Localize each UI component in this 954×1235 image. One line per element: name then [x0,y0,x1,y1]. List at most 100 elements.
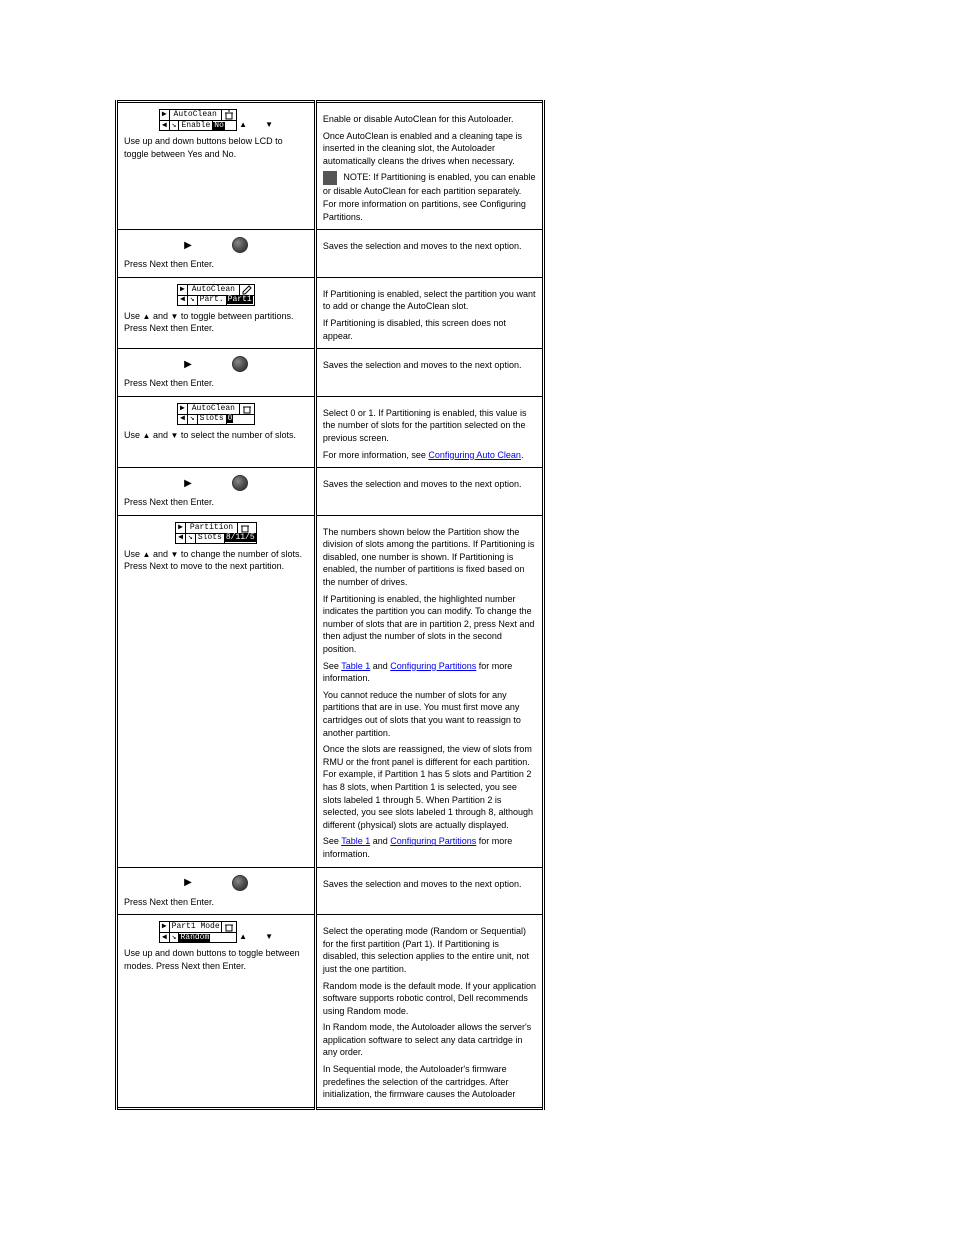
instruction-text: Use and to select the number of slots. [124,429,308,442]
enter-knob-icon [232,356,248,372]
instruction-text: Press Next then Enter. [124,496,308,509]
trash-icon [222,109,236,121]
up-arrow-icon [239,119,247,129]
play-icon: ▶ [160,110,170,120]
instruction-text: Use up and down buttons to toggle betwee… [124,947,308,972]
cell-right-knob-1: Saves the selection and moves to the nex… [315,230,543,278]
menu-icon: ↘ [188,414,198,424]
lcd-label: Slots [196,533,225,543]
up-arrow-icon [143,549,151,559]
up-arrow-icon [239,931,247,941]
trash-icon [240,403,254,415]
link-table-1[interactable]: Table 1 [341,661,370,671]
trash-icon [238,522,252,534]
lcd-value: Random [179,934,210,942]
trash-icon [222,921,236,933]
lcd-value: 0 [227,415,234,423]
cell-left-part1-mode: ▶ Part1 Mode ◀ ↘ Random Use up and down … [117,915,316,1109]
down-arrow-icon [265,119,273,129]
desc-text: Saves the selection and moves to the nex… [323,878,536,891]
desc-text: In Random mode, the Autoloader allows th… [323,1021,536,1059]
menu-icon: ↘ [170,121,180,131]
desc-text: Saves the selection and moves to the nex… [323,359,536,372]
desc-text: Once AutoClean is enabled and a cleaning… [323,130,536,168]
instruction-text: Use and to toggle between partitions. Pr… [124,310,308,335]
note-icon [323,171,337,185]
enter-knob-icon [232,237,248,253]
lcd-autoclean-enable: ▶ AutoClean ◀ ↘ Enable No [159,109,237,131]
cell-left-knob-2: ▶ Press Next then Enter. [117,349,316,397]
up-arrow-icon [143,430,151,440]
desc-text: Select 0 or 1. If Partitioning is enable… [323,407,536,445]
desc-text: Saves the selection and moves to the nex… [323,240,536,253]
lcd-title: Part1 Mode [170,922,222,932]
back-icon: ◀ [160,933,170,943]
desc-text: If Partitioning is enabled, the highligh… [323,593,536,656]
back-icon: ◀ [178,295,188,305]
desc-text: Saves the selection and moves to the nex… [323,478,536,491]
next-icon: ▶ [184,359,192,370]
play-icon: ▶ [176,523,186,533]
lcd-buttons [239,931,273,941]
lcd-part1-mode: ▶ Part1 Mode ◀ ↘ Random [159,921,237,943]
cell-left-knob-4: ▶ Press Next then Enter. [117,867,316,915]
lcd-value: Part1 [227,296,253,304]
cell-right-knob-3: Saves the selection and moves to the nex… [315,468,543,516]
link-configuring-partitions[interactable]: Configuring Partitions [390,661,476,671]
cell-right-knob-4: Saves the selection and moves to the nex… [315,867,543,915]
down-arrow-icon [170,549,178,559]
instruction-text: Press Next then Enter. [124,377,308,390]
cell-right-autoclean-enable: Enable or disable AutoClean for this Aut… [315,102,543,230]
cell-right-partition-slots: The numbers shown below the Partition sh… [315,515,543,867]
down-arrow-icon [170,311,178,321]
next-icon: ▶ [184,478,192,489]
up-arrow-icon [143,311,151,321]
lcd-label: Part. [198,295,227,305]
lcd-autoclean-part: ▶ AutoClean ◀ ↘ Part. Part1 [177,284,255,306]
desc-text: See Table 1 and Configuring Partitions f… [323,660,536,685]
play-icon: ▶ [178,285,188,295]
lcd-label: Slots [198,414,227,424]
desc-text: Enable or disable AutoClean for this Aut… [323,113,536,126]
desc-text: Select the operating mode (Random or Seq… [323,925,536,975]
play-icon: ▶ [160,922,170,932]
desc-text: In Sequential mode, the Autoloader's fir… [323,1063,536,1101]
desc-text: If Partitioning is enabled, select the p… [323,288,536,313]
lcd-buttons [239,119,273,129]
down-arrow-icon [265,931,273,941]
cell-left-autoclean-enable: ▶ AutoClean ◀ ↘ Enable No Use up and dow… [117,102,316,230]
enter-knob-icon [232,475,248,491]
cell-right-autoclean-slots: Select 0 or 1. If Partitioning is enable… [315,396,543,467]
cell-right-knob-2: Saves the selection and moves to the nex… [315,349,543,397]
instruction-text: Use up and down buttons below LCD to tog… [124,135,308,160]
lcd-title: Partition [186,523,238,533]
lcd-title: AutoClean [188,285,240,295]
lcd-title: AutoClean [170,110,222,120]
desc-text: For more information, see Configuring Au… [323,449,536,462]
next-icon: ▶ [184,240,192,251]
edit-icon [240,284,254,296]
back-icon: ◀ [178,414,188,424]
lcd-value: No [213,122,225,130]
config-table: ▶ AutoClean ◀ ↘ Enable No Use up and dow… [115,100,545,1110]
desc-text: See Table 1 and Configuring Partitions f… [323,835,536,860]
enter-knob-icon [232,875,248,891]
cell-left-autoclean-slots: ▶ AutoClean ◀ ↘ Slots 0 Use and to selec… [117,396,316,467]
play-icon: ▶ [178,404,188,414]
next-icon: ▶ [184,877,192,888]
desc-text: Random mode is the default mode. If your… [323,980,536,1018]
cell-left-knob-1: ▶ Press Next then Enter. [117,230,316,278]
down-arrow-icon [170,430,178,440]
menu-icon: ↘ [186,533,196,543]
lcd-title: AutoClean [188,404,240,414]
link-configuring-partitions[interactable]: Configuring Partitions [390,836,476,846]
instruction-text: Press Next then Enter. [124,258,308,271]
instruction-text: Press Next then Enter. [124,896,308,909]
back-icon: ◀ [176,533,186,543]
menu-icon: ↘ [170,933,180,943]
lcd-partition-slots: ▶ Partition ◀ ↘ Slots 8/11/5 [175,522,256,544]
link-table-1[interactable]: Table 1 [341,836,370,846]
cell-left-partition-slots: ▶ Partition ◀ ↘ Slots 8/11/5 Use and to … [117,515,316,867]
link-configuring-autoclean[interactable]: Configuring Auto Clean [428,450,521,460]
lcd-autoclean-slots: ▶ AutoClean ◀ ↘ Slots 0 [177,403,255,425]
